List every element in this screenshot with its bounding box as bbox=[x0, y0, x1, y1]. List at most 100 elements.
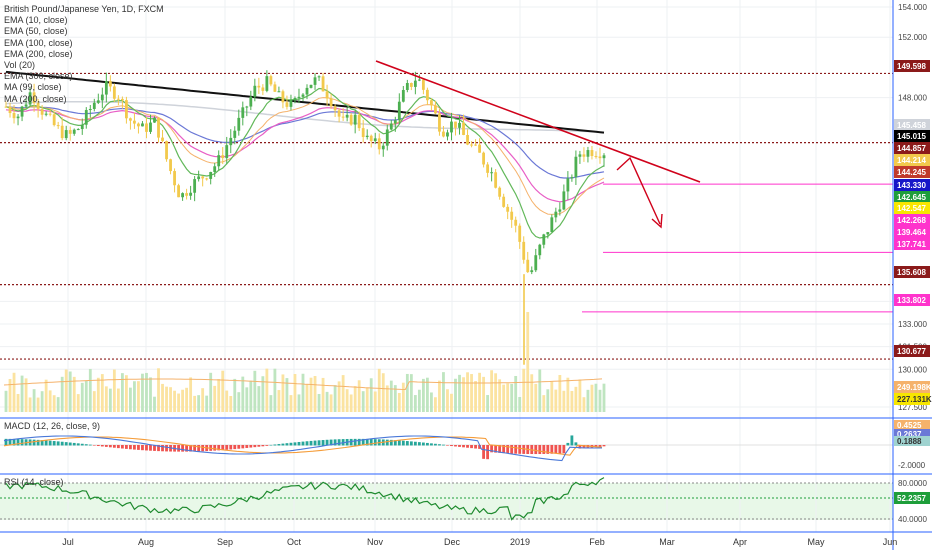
candle-34 bbox=[141, 123, 144, 127]
legend-ema10[interactable]: EMA (10, close) bbox=[4, 15, 68, 26]
macd-hist-116 bbox=[470, 445, 473, 449]
macd-hist-11 bbox=[48, 440, 52, 446]
price-tag-bg-2 bbox=[894, 130, 930, 142]
ema-10-line bbox=[5, 87, 605, 239]
candle-47 bbox=[193, 179, 197, 193]
macd-hist-124 bbox=[502, 445, 506, 454]
volume-bar-112 bbox=[454, 378, 457, 412]
volume-bar-45 bbox=[185, 387, 189, 412]
rsi-label[interactable]: RSI (14, close) bbox=[4, 477, 64, 487]
volume-bar-73 bbox=[297, 394, 301, 412]
legend-ema200[interactable]: EMA (200, close) bbox=[4, 48, 73, 59]
macd-hist-138 bbox=[558, 445, 562, 454]
candle-110 bbox=[446, 132, 449, 137]
macd-hist-107 bbox=[434, 443, 437, 446]
volume-bar-138 bbox=[558, 374, 562, 412]
macd-hist-78 bbox=[317, 440, 321, 446]
candle-25 bbox=[104, 81, 108, 95]
macd-label[interactable]: MACD (12, 26, close, 9) bbox=[4, 421, 101, 431]
volume-bar-105 bbox=[426, 377, 429, 412]
price-tags: 149.598 145.458 145.015 144.857 144.214 144.2… bbox=[894, 60, 932, 504]
candle-112 bbox=[454, 121, 457, 128]
macd-hist-64 bbox=[261, 445, 265, 447]
volume-bar-82 bbox=[333, 385, 337, 412]
candle-19 bbox=[80, 124, 84, 130]
macd-hist-87 bbox=[353, 438, 357, 446]
volume-bar-146 bbox=[590, 384, 594, 412]
volume-bar-53 bbox=[217, 379, 221, 412]
volume-bar-110 bbox=[446, 389, 449, 412]
macd-hist-25 bbox=[104, 445, 108, 447]
macd-hist-149 bbox=[602, 445, 606, 447]
legend-ema100[interactable]: EMA (100, close) bbox=[4, 37, 73, 48]
macd-hist-53 bbox=[217, 445, 221, 451]
candle-35 bbox=[145, 123, 148, 132]
candle-111 bbox=[450, 121, 453, 133]
time-label-8: Mar bbox=[659, 537, 675, 547]
volume-bar-13 bbox=[56, 397, 60, 412]
macd-hist-86 bbox=[349, 438, 353, 446]
volume-bar-116 bbox=[470, 374, 473, 412]
candle-10 bbox=[44, 113, 48, 115]
macd-hist-104 bbox=[421, 442, 425, 446]
volume-bar-42 bbox=[173, 390, 176, 412]
volume-bar-84 bbox=[341, 375, 345, 412]
volume-bar-93 bbox=[377, 368, 381, 412]
volume-bar-18 bbox=[76, 394, 80, 412]
macd-hist-122 bbox=[494, 445, 498, 453]
macd-hist-136 bbox=[550, 445, 554, 454]
price-tag-5: 144.245 bbox=[897, 168, 926, 177]
macd-tag-bg-0 bbox=[894, 420, 930, 430]
candle-50 bbox=[205, 178, 209, 180]
macd-hist-63 bbox=[257, 445, 261, 447]
candle-22 bbox=[92, 102, 96, 109]
macd-hist-140 bbox=[566, 442, 570, 446]
volume-bar-43 bbox=[177, 393, 180, 412]
rsi-line bbox=[5, 477, 605, 521]
legend-vol[interactable]: Vol (20) bbox=[4, 60, 36, 71]
macd-hist-89 bbox=[361, 438, 365, 446]
volume-bar-34 bbox=[141, 373, 144, 412]
candle-69 bbox=[281, 91, 285, 103]
macd-hist-61 bbox=[249, 445, 253, 448]
price-tag-11: 137.741 bbox=[897, 240, 926, 249]
macd-hist-133 bbox=[538, 445, 542, 455]
macd-hist-123 bbox=[498, 445, 502, 453]
candle-137 bbox=[554, 211, 558, 218]
legend-ema50[interactable]: EMA (50, close) bbox=[4, 26, 68, 37]
time-label-7: Feb bbox=[589, 537, 605, 547]
volume-bar-115 bbox=[466, 372, 469, 412]
price-axis[interactable]: 154.000152.000148.000134.500133.000131.5… bbox=[898, 3, 927, 524]
volume-bar-135 bbox=[546, 389, 550, 412]
candle-27 bbox=[112, 86, 116, 99]
volume-bar-103 bbox=[417, 389, 421, 412]
volume-bar-142 bbox=[574, 386, 578, 412]
macd-hist-111 bbox=[450, 445, 453, 447]
price-tag-0: 149.598 bbox=[897, 62, 926, 71]
price-tag-bg-5 bbox=[894, 166, 930, 178]
time-axis[interactable]: Jul Aug Sep Oct Nov Dec 2019 Feb Mar Apr May Jun bbox=[62, 537, 897, 547]
macd-hist-59 bbox=[241, 445, 245, 449]
macd-hist-13 bbox=[56, 441, 60, 446]
price-tag-10: 139.464 bbox=[897, 228, 926, 237]
candle-64 bbox=[261, 87, 265, 91]
volume-bar-74 bbox=[301, 373, 305, 412]
volume-bar-90 bbox=[365, 387, 369, 412]
candle-95 bbox=[385, 129, 389, 146]
legend-ma99[interactable]: MA (99, close) bbox=[4, 82, 62, 93]
macd-hist-117 bbox=[474, 445, 477, 449]
price-tag-bg-11 bbox=[894, 238, 930, 250]
volume-bar-39 bbox=[161, 383, 164, 412]
macd-hist-57 bbox=[233, 445, 237, 450]
volume-bar-54 bbox=[221, 370, 225, 412]
price-tag-9: 142.268 bbox=[897, 216, 926, 225]
macd-hist-148 bbox=[598, 445, 602, 447]
price-tag-bg-1 bbox=[894, 119, 930, 131]
legend-ma200[interactable]: MA (200, close) bbox=[4, 93, 67, 104]
price-tag-bg-16 bbox=[894, 393, 930, 405]
macd-hist-4 bbox=[20, 439, 24, 446]
legend-ema300[interactable]: EMA (300, close) bbox=[4, 71, 73, 82]
volume-bar-133 bbox=[538, 369, 542, 412]
volume-bar-100 bbox=[405, 373, 409, 412]
